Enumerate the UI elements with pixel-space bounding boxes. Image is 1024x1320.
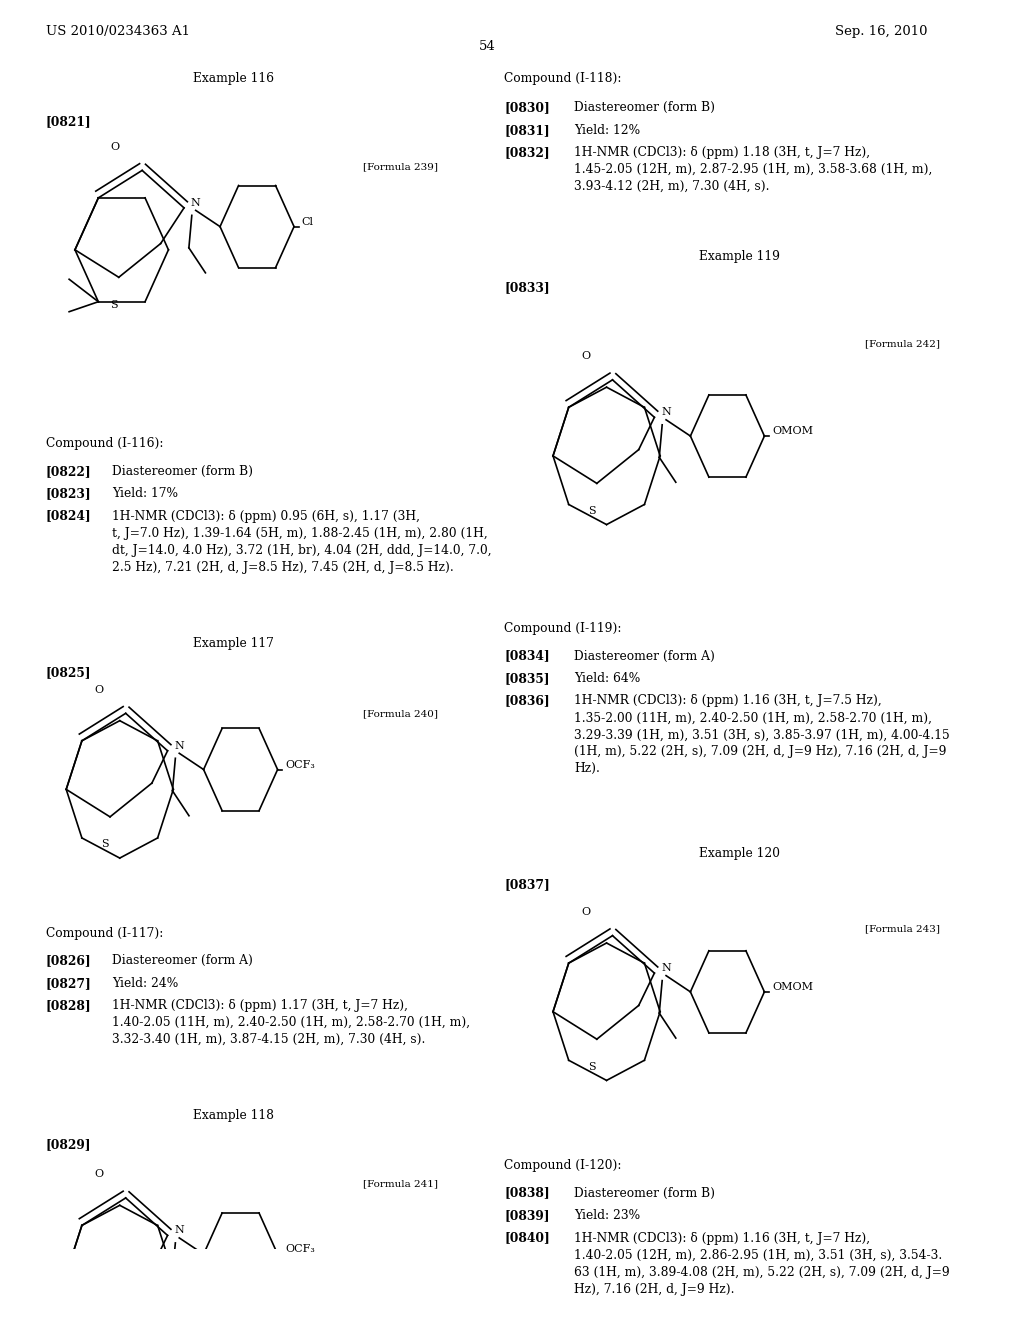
Text: N: N xyxy=(662,964,671,973)
Text: [0831]: [0831] xyxy=(505,124,550,137)
Text: Yield: 12%: Yield: 12% xyxy=(574,124,641,137)
Text: [0834]: [0834] xyxy=(505,649,550,663)
Text: [0827]: [0827] xyxy=(46,977,91,990)
Text: Compound (I-116):: Compound (I-116): xyxy=(46,437,163,450)
Text: S: S xyxy=(588,1061,596,1072)
Text: Diastereomer (form B): Diastereomer (form B) xyxy=(574,1187,716,1200)
Text: Compound (I-118):: Compound (I-118): xyxy=(505,73,622,86)
Text: [0838]: [0838] xyxy=(505,1187,550,1200)
Text: 1H-NMR (CDCl3): δ (ppm) 1.17 (3H, t, J=7 Hz),
1.40-2.05 (11H, m), 2.40-2.50 (1H,: 1H-NMR (CDCl3): δ (ppm) 1.17 (3H, t, J=7… xyxy=(112,999,470,1047)
Text: [0837]: [0837] xyxy=(505,878,550,891)
Text: OMOM: OMOM xyxy=(772,426,813,436)
Text: [0828]: [0828] xyxy=(46,999,91,1012)
Text: OMOM: OMOM xyxy=(772,982,813,991)
Text: [0833]: [0833] xyxy=(505,281,550,294)
Text: O: O xyxy=(111,141,120,152)
Text: [0826]: [0826] xyxy=(46,954,91,968)
Text: 54: 54 xyxy=(478,40,496,53)
Text: O: O xyxy=(94,685,103,694)
Text: Cl: Cl xyxy=(302,216,313,227)
Text: 1H-NMR (CDCl3): δ (ppm) 1.18 (3H, t, J=7 Hz),
1.45-2.05 (12H, m), 2.87-2.95 (1H,: 1H-NMR (CDCl3): δ (ppm) 1.18 (3H, t, J=7… xyxy=(574,147,933,193)
Text: O: O xyxy=(582,907,590,917)
Text: Yield: 64%: Yield: 64% xyxy=(574,672,641,685)
Text: 1H-NMR (CDCl3): δ (ppm) 1.16 (3H, t, J=7.5 Hz),
1.35-2.00 (11H, m), 2.40-2.50 (1: 1H-NMR (CDCl3): δ (ppm) 1.16 (3H, t, J=7… xyxy=(574,694,950,775)
Text: [0832]: [0832] xyxy=(505,147,550,160)
Text: [Formula 243]: [Formula 243] xyxy=(864,924,940,933)
Text: S: S xyxy=(111,300,118,310)
Text: Example 117: Example 117 xyxy=(194,638,274,649)
Text: Yield: 17%: Yield: 17% xyxy=(112,487,178,500)
Text: O: O xyxy=(582,351,590,362)
Text: N: N xyxy=(174,1225,184,1236)
Text: OCF₃: OCF₃ xyxy=(286,1245,315,1254)
Text: [0835]: [0835] xyxy=(505,672,550,685)
Text: Yield: 24%: Yield: 24% xyxy=(112,977,178,990)
Text: 1H-NMR (CDCl3): δ (ppm) 0.95 (6H, s), 1.17 (3H,
t, J=7.0 Hz), 1.39-1.64 (5H, m),: 1H-NMR (CDCl3): δ (ppm) 0.95 (6H, s), 1.… xyxy=(112,510,492,574)
Text: Sep. 16, 2010: Sep. 16, 2010 xyxy=(836,25,928,38)
Text: OCF₃: OCF₃ xyxy=(286,759,315,770)
Text: Compound (I-117):: Compound (I-117): xyxy=(46,927,163,940)
Text: Diastereomer (form A): Diastereomer (form A) xyxy=(112,954,253,968)
Text: [0825]: [0825] xyxy=(46,665,91,678)
Text: Example 118: Example 118 xyxy=(194,1109,274,1122)
Text: Compound (I-119):: Compound (I-119): xyxy=(505,622,622,635)
Text: N: N xyxy=(174,741,184,751)
Text: Diastereomer (form B): Diastereomer (form B) xyxy=(112,465,253,478)
Text: Example 116: Example 116 xyxy=(194,73,274,86)
Text: Compound (I-120):: Compound (I-120): xyxy=(505,1159,622,1172)
Text: [Formula 241]: [Formula 241] xyxy=(364,1179,438,1188)
Text: [Formula 239]: [Formula 239] xyxy=(364,162,438,172)
Text: [0830]: [0830] xyxy=(505,102,550,114)
Text: [0836]: [0836] xyxy=(505,694,550,708)
Text: Yield: 23%: Yield: 23% xyxy=(574,1209,641,1222)
Text: 1H-NMR (CDCl3): δ (ppm) 1.16 (3H, t, J=7 Hz),
1.40-2.05 (12H, m), 2.86-2.95 (1H,: 1H-NMR (CDCl3): δ (ppm) 1.16 (3H, t, J=7… xyxy=(574,1232,950,1295)
Text: [0824]: [0824] xyxy=(46,510,91,523)
Text: [0829]: [0829] xyxy=(46,1138,91,1151)
Text: [0821]: [0821] xyxy=(46,115,91,128)
Text: [0840]: [0840] xyxy=(505,1232,550,1245)
Text: [Formula 242]: [Formula 242] xyxy=(864,339,940,348)
Text: [0839]: [0839] xyxy=(505,1209,550,1222)
Text: US 2010/0234363 A1: US 2010/0234363 A1 xyxy=(46,25,189,38)
Text: O: O xyxy=(94,1170,103,1179)
Text: S: S xyxy=(101,840,109,849)
Text: Diastereomer (form B): Diastereomer (form B) xyxy=(574,102,716,114)
Text: [0822]: [0822] xyxy=(46,465,91,478)
Text: N: N xyxy=(662,408,671,417)
Text: S: S xyxy=(588,506,596,516)
Text: Diastereomer (form A): Diastereomer (form A) xyxy=(574,649,716,663)
Text: [Formula 240]: [Formula 240] xyxy=(364,709,438,718)
Text: [0823]: [0823] xyxy=(46,487,91,500)
Text: Example 119: Example 119 xyxy=(699,249,780,263)
Text: Example 120: Example 120 xyxy=(699,847,780,859)
Text: N: N xyxy=(190,198,201,207)
